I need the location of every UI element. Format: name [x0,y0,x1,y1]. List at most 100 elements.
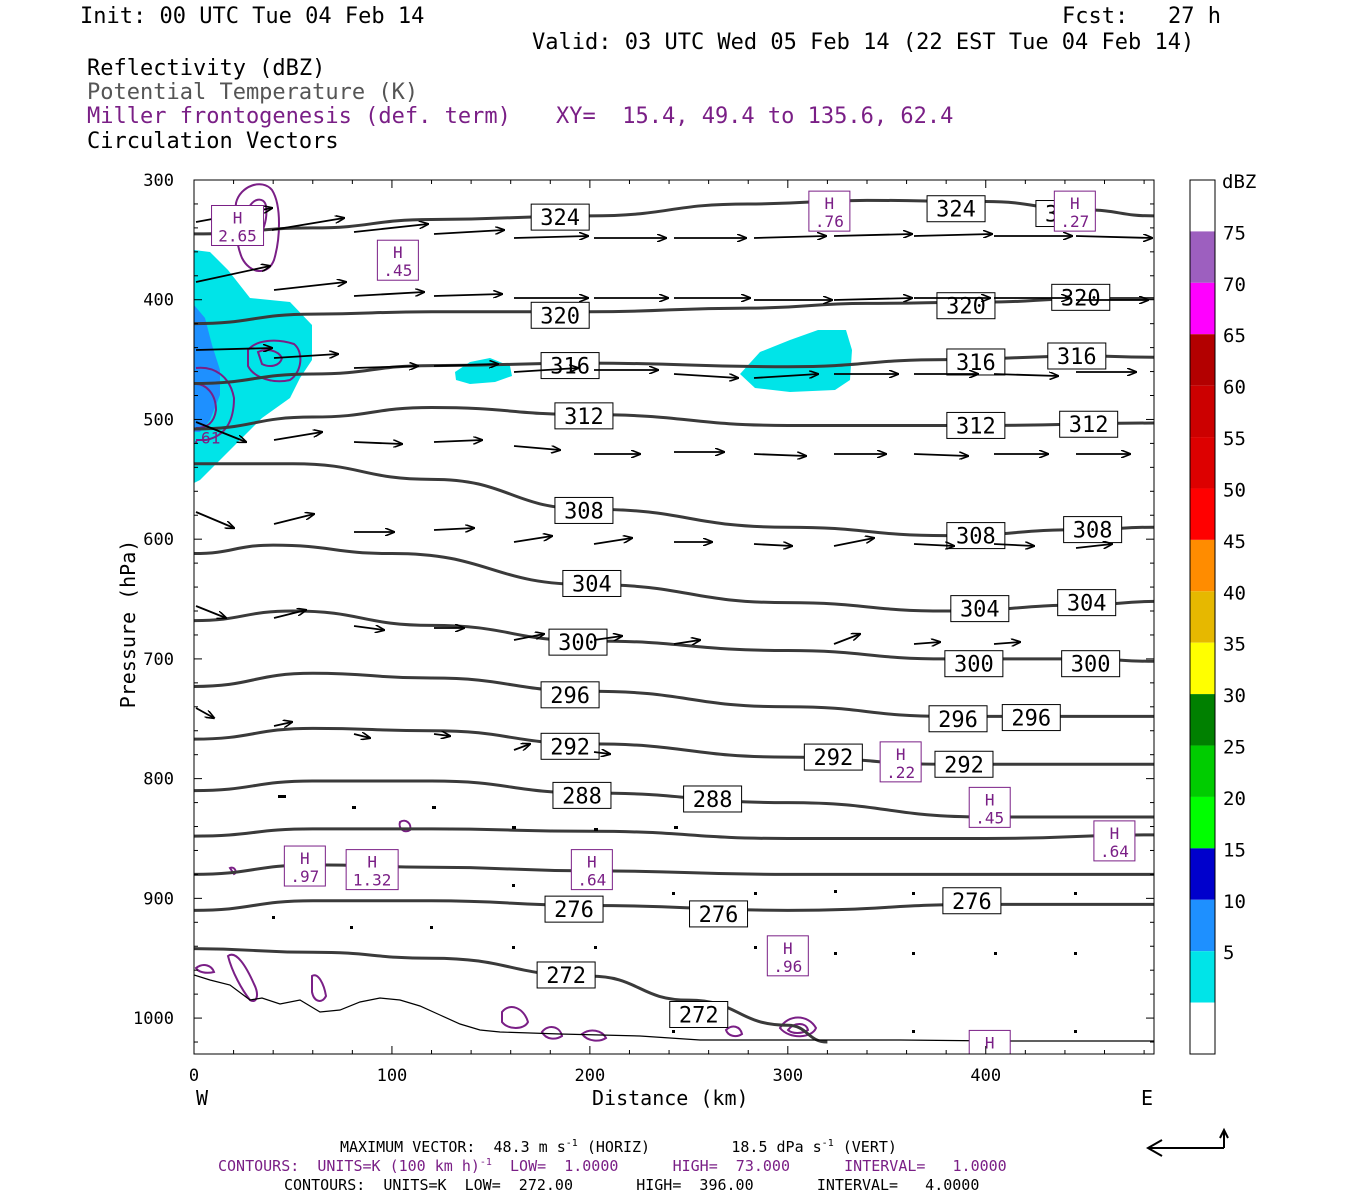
x-tick-label: 300 [772,1066,803,1086]
max-label-box [376,239,419,281]
theta-label-text: 324 [540,206,580,231]
theta-label-box [934,750,994,778]
frontogenesis-max-label: H.97 [283,845,326,887]
theta-contour-300 [194,609,1154,663]
theta-label-box [946,411,1006,439]
theta-label-text: 276 [554,898,594,923]
frontogenesis-max-label: H.45 [968,786,1011,828]
y-tick-label: 900 [143,889,174,909]
colorbar-swatch [1190,488,1215,540]
max-label-box [766,935,809,977]
theta-label-box [554,496,614,524]
frontogenesis-max-label: H.45 [376,239,419,281]
max-vector-horiz-exponent: -1 [565,1138,578,1149]
colorbar-swatch [1190,796,1215,849]
theta-label-text: 296 [1011,707,1051,732]
theta-label-box [942,887,1002,915]
theta-label-text: 308 [1073,519,1113,544]
max-vector-vert-tag: (VERT) [842,1138,897,1156]
frontogenesis-contour-range: LOW= 1.0000 HIGH= 73.000 INTERVAL= 1.000… [510,1157,1007,1175]
theta-label-box [803,743,863,771]
theta-label-box [562,569,622,597]
theta-label-text: 296 [550,684,590,709]
colorbar-swatch [1190,539,1215,592]
max-label-letter: H [783,939,793,958]
weak-vector-dots [272,795,1077,1033]
theta-label-text: 308 [956,525,996,550]
max-label-letter: H [367,853,377,872]
colorbar-swatch [1190,591,1215,643]
theta-label-312: 312 [554,402,614,430]
reflectivity-colorbar: dBZ 75 70 65 60 55 50 45 40 35 30 25 20 15 10 5 [1189,171,1256,1055]
max-label-letter: H [985,1033,995,1052]
max-label-value: .61 [191,428,220,447]
max-label-value: 2.65 [218,226,257,245]
theta-label-312: 312 [946,411,1006,439]
y-tick-label: 300 [143,171,174,191]
theta-label-316: 316 [946,348,1006,376]
theta-label-text: 276 [699,903,739,928]
frontogenesis-max-label: H2.65 [211,204,265,246]
theta-label-300: 300 [1061,650,1121,678]
field-reflectivity: Reflectivity (dBZ) [87,56,326,81]
theta-label-text: 316 [956,351,996,376]
max-label-value: .27 [1060,212,1089,231]
max-label-box [1053,190,1096,232]
colorbar-swatch [1190,745,1215,797]
max-label-value: .45 [383,261,412,280]
x-tick-label: 0 [189,1066,199,1086]
theta-label-text: 304 [1067,592,1107,617]
theta-label-box [944,650,1004,678]
theta-label-304: 304 [950,595,1010,623]
theta-label-box [926,195,986,223]
frontogenesis-max-label: H.76 [808,190,851,232]
theta-label-box [669,1000,729,1028]
theta-label-box [1059,410,1119,438]
colorbar-swatch [1190,951,1215,1003]
theta-label-box [1057,589,1117,617]
theta-label-text: 292 [550,735,590,760]
theta-label-text: 300 [1071,653,1111,678]
colorbar-swatch [1190,385,1215,438]
x-tick-label: 200 [575,1066,606,1086]
frontogenesis-max-label: H.64 [570,849,613,891]
colorbar-swatch [1190,848,1215,900]
colorbar-label: 30 [1223,685,1246,707]
max-label-value: .64 [577,871,606,890]
theta-label-296: 296 [928,705,988,733]
max-label-box [968,1029,1011,1054]
terrain-line [194,974,1154,1042]
colorbar-label: 5 [1223,942,1234,964]
theta-label-box [554,402,614,430]
colorbar-swatch [1190,694,1215,746]
theta-label-text: 292 [813,746,853,771]
theta-label-box [1047,342,1107,370]
frontogenesis-max-label: H.64 [1093,820,1136,862]
theta-label-text: 296 [938,708,978,733]
colorbar-swatch [1190,437,1215,489]
max-label-letter: H [587,853,597,872]
theta-label-316: 316 [1047,342,1107,370]
theta-label-box [536,961,596,989]
colorbar-label: 35 [1223,634,1246,656]
theta-label-320: 320 [530,301,590,329]
theta-contour-304 [194,543,1154,613]
frontogenesis-max-label: H.22 [968,1029,1011,1054]
max-label-letter: H [393,243,403,262]
theta-label-292: 292 [803,743,863,771]
theta-label-text: 272 [679,1003,719,1028]
max-label-value: .76 [815,212,844,231]
max-label-box [345,849,399,891]
colorbar-label: 20 [1223,788,1246,810]
theta-label-box [544,895,604,923]
theta-label-308: 308 [946,522,1006,550]
theta-contour-316 [194,354,1154,386]
theta-contour-312 [194,405,1154,431]
theta-label-276: 276 [942,887,1002,915]
max-label-letter: H [985,790,995,809]
theta-label-300: 300 [548,628,608,656]
y-tick-label: 1000 [133,1009,174,1029]
theta-label-316: 316 [540,352,600,380]
y-tick-label: 600 [143,530,174,550]
theta-label-324: 324 [926,195,986,223]
